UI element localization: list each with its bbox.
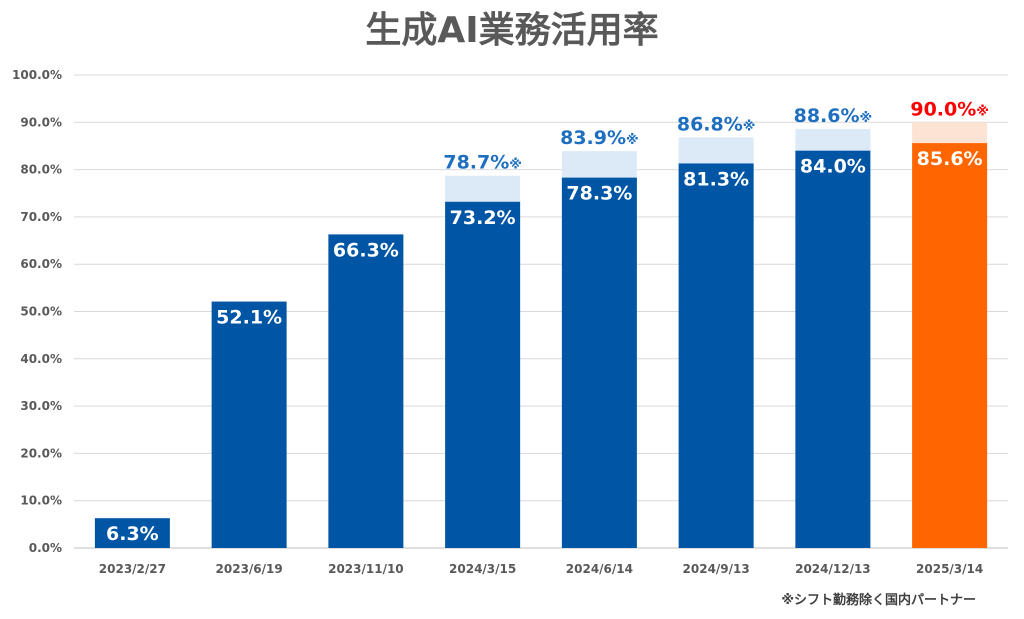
x-tick-label: 2024/9/13 (683, 562, 750, 576)
bar-value-label: 85.6% (917, 148, 983, 170)
x-tick-label: 2025/3/14 (916, 562, 983, 576)
footnote-marker: ※ (860, 111, 873, 126)
y-tick-label: 10.0% (20, 494, 62, 508)
x-tick-label: 2024/6/14 (566, 562, 633, 576)
bar (445, 201, 521, 548)
chart-title: 生成AI業務活用率 (365, 10, 658, 51)
bar-value-label: 66.3% (333, 239, 399, 261)
x-tick-label: 2024/3/15 (449, 562, 516, 576)
bar-total-label: 90.0%※ (910, 98, 989, 120)
bar-total-label: 83.9%※ (560, 127, 639, 149)
footnote-marker: ※ (626, 133, 639, 148)
y-tick-label: 40.0% (20, 352, 62, 366)
bar (795, 150, 871, 548)
bar-total-value: 90.0% (910, 98, 976, 120)
bar (561, 177, 637, 549)
bar (94, 518, 170, 548)
bar (328, 234, 404, 548)
bar-total-value: 83.9% (560, 127, 626, 149)
x-tick-label: 2023/2/27 (99, 562, 166, 576)
bar-value-label: 78.3% (566, 183, 632, 205)
x-tick-label: 2023/11/10 (328, 562, 404, 576)
bar-total-value: 86.8% (677, 113, 743, 135)
footnote-marker: ※ (509, 158, 522, 173)
x-tick-label: 2023/6/19 (216, 562, 283, 576)
x-tick-label: 2024/12/13 (795, 562, 871, 576)
bar-total-value: 78.7% (443, 152, 509, 174)
bar-value-label: 73.2% (450, 207, 516, 229)
bar-total-label: 78.7%※ (443, 152, 522, 174)
bars: 6.3%52.1%66.3%73.2%78.7%※78.3%83.9%※81.3… (94, 98, 989, 549)
footnote: ※シフト勤務除く国内パートナー (781, 592, 976, 608)
y-tick-label: 70.0% (20, 210, 62, 224)
y-tick-label: 100.0% (12, 68, 62, 82)
bar (211, 301, 287, 548)
y-tick-label: 20.0% (20, 446, 62, 460)
y-axis: 0.0% 10.0% 20.0% 30.0% 40.0% 50.0% 60.0% 70.0% 8… (12, 68, 62, 555)
y-tick-label: 30.0% (20, 399, 62, 413)
y-tick-label: 60.0% (20, 257, 62, 271)
bar-total-label: 86.8%※ (677, 113, 756, 135)
bar (912, 143, 988, 548)
bar-total-value: 88.6% (794, 105, 860, 127)
footnote-marker: ※ (743, 119, 756, 134)
bar-value-label: 52.1% (216, 307, 282, 329)
footnote-marker: ※ (976, 104, 989, 119)
bar-total-label: 88.6%※ (794, 105, 873, 127)
x-axis: 2023/2/27 2023/6/19 2023/11/10 2024/3/15 202… (99, 562, 983, 576)
y-tick-label: 80.0% (20, 163, 62, 177)
bar (678, 163, 754, 549)
bar-value-label: 84.0% (800, 156, 866, 178)
bar-value-label: 6.3% (106, 523, 159, 545)
y-tick-label: 0.0% (29, 541, 62, 555)
bar-value-label: 81.3% (683, 168, 749, 190)
y-tick-label: 90.0% (20, 115, 62, 129)
y-tick-label: 50.0% (20, 305, 62, 319)
